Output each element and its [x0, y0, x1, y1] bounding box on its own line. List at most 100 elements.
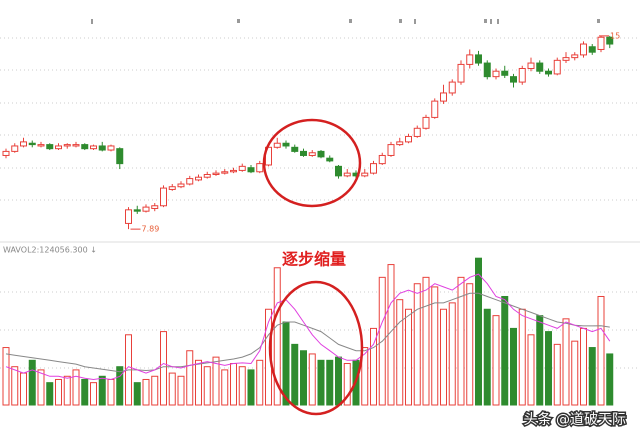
volume-bar: [221, 369, 229, 406]
candle-body: [536, 62, 544, 72]
volume-bar: [335, 356, 342, 406]
candle-body: [37, 144, 45, 147]
volume-bar: [518, 308, 526, 406]
event-marker: [399, 19, 402, 23]
volume-bar: [387, 264, 395, 406]
candle-body: [431, 100, 439, 118]
volume-bar: [195, 359, 202, 406]
volume-bar: [422, 276, 430, 406]
candle-body: [177, 183, 185, 188]
candle-body: [527, 62, 535, 69]
candle-body: [55, 145, 62, 150]
volume-bar: [28, 359, 36, 406]
candle-body: [46, 144, 54, 150]
candle-body: [387, 144, 395, 156]
candle-body: [107, 145, 115, 151]
candle-body: [221, 171, 229, 174]
volume-bar: [2, 347, 10, 406]
volume-bar: [510, 327, 517, 406]
grid-decoration: [0, 37, 640, 369]
candle-body: [518, 67, 526, 83]
candle-body: [20, 141, 27, 147]
volume-bar: [440, 308, 447, 406]
candle-body: [125, 209, 132, 224]
volume-bar: [63, 375, 71, 406]
volume-bar: [396, 299, 404, 406]
candle-body: [308, 152, 316, 156]
volume-bar: [492, 315, 500, 406]
volume-indicator-label: WAVOL2:124056.300 ↓: [3, 246, 97, 255]
volume-bar: [212, 356, 220, 406]
candle-body: [562, 57, 570, 61]
candle-body: [98, 145, 106, 151]
volume-bar: [203, 366, 211, 406]
candle-body: [230, 169, 237, 173]
volume-bar: [308, 353, 316, 406]
high-price-label: 15: [610, 31, 620, 40]
candle-body: [378, 154, 386, 165]
volume-bar: [20, 372, 27, 406]
volume-bar: [46, 382, 54, 406]
candle-body: [116, 148, 124, 165]
highlight-ellipse: [262, 118, 362, 208]
volume-bar: [300, 350, 307, 406]
candle-body: [212, 172, 220, 175]
volume-bar: [405, 308, 412, 406]
volume-bar: [545, 331, 552, 406]
volume-bar: [282, 321, 290, 406]
volume-bar: [11, 366, 19, 406]
candle-body: [440, 92, 447, 102]
candle-body: [483, 62, 491, 78]
volume-bar: [326, 359, 334, 406]
low-price-label: 7.89: [142, 225, 160, 234]
volume-bar: [475, 257, 482, 406]
volume-bar: [413, 283, 421, 406]
volume-bar: [107, 378, 115, 406]
volume-bar: [238, 366, 246, 406]
volume-bar: [291, 343, 299, 406]
volume-bar: [343, 363, 351, 406]
candle-body: [326, 157, 334, 162]
volume-bar: [597, 295, 605, 406]
candle-body: [168, 186, 176, 190]
event-marker: [490, 19, 492, 24]
candle-body: [2, 150, 10, 156]
volume-bar: [256, 359, 264, 406]
candle-body: [81, 144, 89, 150]
moving-average-line: [5, 273, 611, 381]
volume-bar: [186, 350, 194, 406]
candle-body: [571, 54, 579, 59]
candle-body: [492, 70, 500, 78]
candle-body: [457, 63, 465, 83]
candle-body: [90, 145, 97, 150]
event-marker: [484, 19, 487, 23]
candle-body: [335, 165, 342, 177]
event-marker: [91, 19, 93, 24]
candle-body: [186, 178, 194, 185]
volume-bar: [55, 378, 62, 406]
volume-bar: [553, 343, 561, 406]
candle-body: [606, 36, 614, 45]
event-marker: [414, 19, 416, 24]
volume-bar: [317, 359, 325, 406]
volume-bar: [37, 369, 45, 406]
volume-bar: [72, 369, 80, 406]
candle-body: [580, 43, 587, 56]
volume-bar: [81, 378, 89, 406]
candle-body: [238, 165, 246, 171]
volume-bar: [168, 372, 176, 406]
volume-bar: [160, 331, 167, 406]
volume-bar: [501, 295, 509, 406]
volume-bar: [431, 286, 439, 406]
candle-body: [448, 81, 456, 94]
candle-body: [28, 142, 36, 146]
candle-body: [72, 144, 80, 147]
candle-body: [475, 54, 482, 64]
volume-bar: [562, 318, 570, 406]
watermark: 头条 @道破天际: [524, 411, 626, 428]
event-marker: [497, 19, 499, 24]
candle-body: [195, 176, 202, 181]
volume-bar: [142, 378, 150, 406]
